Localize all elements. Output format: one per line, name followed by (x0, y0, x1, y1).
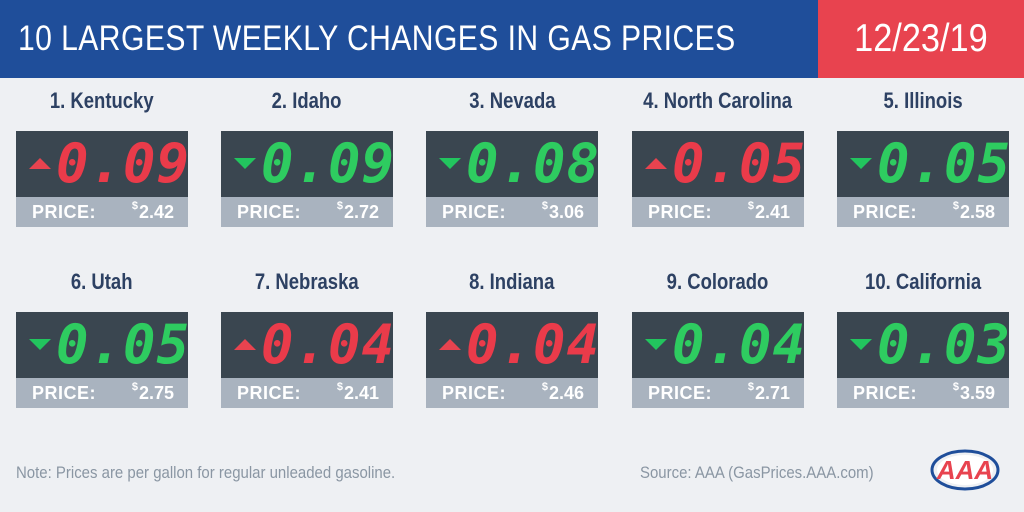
currency-symbol: $ (131, 200, 138, 212)
price-change-value: 0.04 (261, 313, 396, 376)
price-value: $3.06 (541, 200, 584, 223)
price-amount: 2.75 (138, 383, 174, 403)
currency-symbol: $ (336, 200, 343, 212)
arrow-down-icon (439, 158, 461, 169)
price-change-value: 0.03 (877, 313, 1012, 376)
aaa-logo-icon: AAA (930, 448, 1000, 492)
arrow-down-icon (850, 158, 872, 169)
state-name: 4. North Carolina (643, 88, 793, 113)
price-label: PRICE: (32, 202, 97, 222)
currency-symbol: $ (131, 381, 138, 393)
change-display: 0.09 (16, 131, 191, 197)
change-display: 0.04 (426, 312, 601, 378)
price-value: $2.58 (952, 200, 995, 223)
price-bar: PRICE: $2.41 (632, 197, 804, 227)
price-amount: 2.41 (754, 202, 790, 222)
page-title: 10 LARGEST WEEKLY CHANGES IN GAS PRICES (0, 0, 818, 78)
price-value: $3.59 (952, 381, 995, 404)
price-change-value: 0.05 (672, 132, 807, 195)
price-change-value: 0.09 (261, 132, 396, 195)
currency-symbol: $ (541, 381, 548, 393)
footer-note: Note: Prices are per gallon for regular … (16, 463, 396, 482)
price-value: $2.41 (747, 200, 790, 223)
change-display: 0.04 (632, 312, 807, 378)
change-display: 0.05 (16, 312, 191, 378)
price-bar: PRICE: $2.46 (426, 378, 598, 408)
price-label: PRICE: (442, 202, 507, 222)
state-name: 10. California (864, 269, 982, 294)
arrow-down-icon (850, 339, 872, 350)
price-value: $2.75 (131, 381, 174, 404)
price-value: $2.42 (131, 200, 174, 223)
price-bar: PRICE: $2.71 (632, 378, 804, 408)
price-bar: PRICE: $2.42 (16, 197, 188, 227)
price-label: PRICE: (648, 202, 713, 222)
price-change-value: 0.05 (56, 313, 191, 376)
currency-symbol: $ (952, 200, 959, 212)
state-name: 6. Utah (71, 269, 133, 294)
price-value: $2.71 (747, 381, 790, 404)
price-amount: 3.59 (959, 383, 995, 403)
price-amount: 2.71 (754, 383, 790, 403)
arrow-down-icon (645, 339, 667, 350)
price-change-value: 0.08 (466, 132, 601, 195)
footer-source: Source: AAA (GasPrices.AAA.com) (640, 463, 874, 482)
price-label: PRICE: (237, 383, 302, 403)
price-change-value: 0.09 (56, 132, 191, 195)
price-amount: 2.42 (138, 202, 174, 222)
currency-symbol: $ (336, 381, 343, 393)
price-bar: PRICE: $2.75 (16, 378, 188, 408)
price-label: PRICE: (237, 202, 302, 222)
change-display: 0.03 (837, 312, 1012, 378)
price-change-value: 0.04 (466, 313, 601, 376)
aaa-logo-text: AAA (936, 455, 993, 485)
price-bar: PRICE: $3.06 (426, 197, 598, 227)
arrow-down-icon (234, 158, 256, 169)
price-change-value: 0.04 (672, 313, 807, 376)
price-bar: PRICE: $2.72 (221, 197, 393, 227)
state-name: 3. Nevada (468, 88, 556, 113)
arrow-up-icon (645, 158, 667, 169)
arrow-up-icon (29, 158, 51, 169)
price-value: $2.41 (336, 381, 379, 404)
price-bar: PRICE: $3.59 (837, 378, 1009, 408)
price-amount: 3.06 (548, 202, 584, 222)
state-name: 8. Indiana (469, 269, 555, 294)
price-amount: 2.72 (343, 202, 379, 222)
date-badge: 12/23/19 (818, 0, 1024, 78)
change-display: 0.08 (426, 131, 601, 197)
price-bar: PRICE: $2.41 (221, 378, 393, 408)
state-name: 2. Idaho (272, 88, 342, 113)
price-amount: 2.41 (343, 383, 379, 403)
price-value: $2.46 (541, 381, 584, 404)
header: 10 LARGEST WEEKLY CHANGES IN GAS PRICES … (0, 0, 1024, 78)
change-display: 0.05 (837, 131, 1012, 197)
arrow-down-icon (29, 339, 51, 350)
arrow-up-icon (439, 339, 461, 350)
change-display: 0.04 (221, 312, 396, 378)
price-bar: PRICE: $2.58 (837, 197, 1009, 227)
price-change-value: 0.05 (877, 132, 1012, 195)
price-label: PRICE: (32, 383, 97, 403)
price-label: PRICE: (442, 383, 507, 403)
price-amount: 2.58 (959, 202, 995, 222)
price-label: PRICE: (648, 383, 713, 403)
state-name: 7. Nebraska (255, 269, 359, 294)
change-display: 0.05 (632, 131, 807, 197)
state-name: 5. Illinois (883, 88, 963, 113)
currency-symbol: $ (952, 381, 959, 393)
price-label: PRICE: (853, 202, 918, 222)
state-name: 1. Kentucky (50, 88, 154, 113)
currency-symbol: $ (541, 200, 548, 212)
price-value: $2.72 (336, 200, 379, 223)
arrow-up-icon (234, 339, 256, 350)
price-amount: 2.46 (548, 383, 584, 403)
change-display: 0.09 (221, 131, 396, 197)
state-name: 9. Colorado (667, 269, 769, 294)
currency-symbol: $ (747, 200, 754, 212)
price-label: PRICE: (853, 383, 918, 403)
currency-symbol: $ (747, 381, 754, 393)
